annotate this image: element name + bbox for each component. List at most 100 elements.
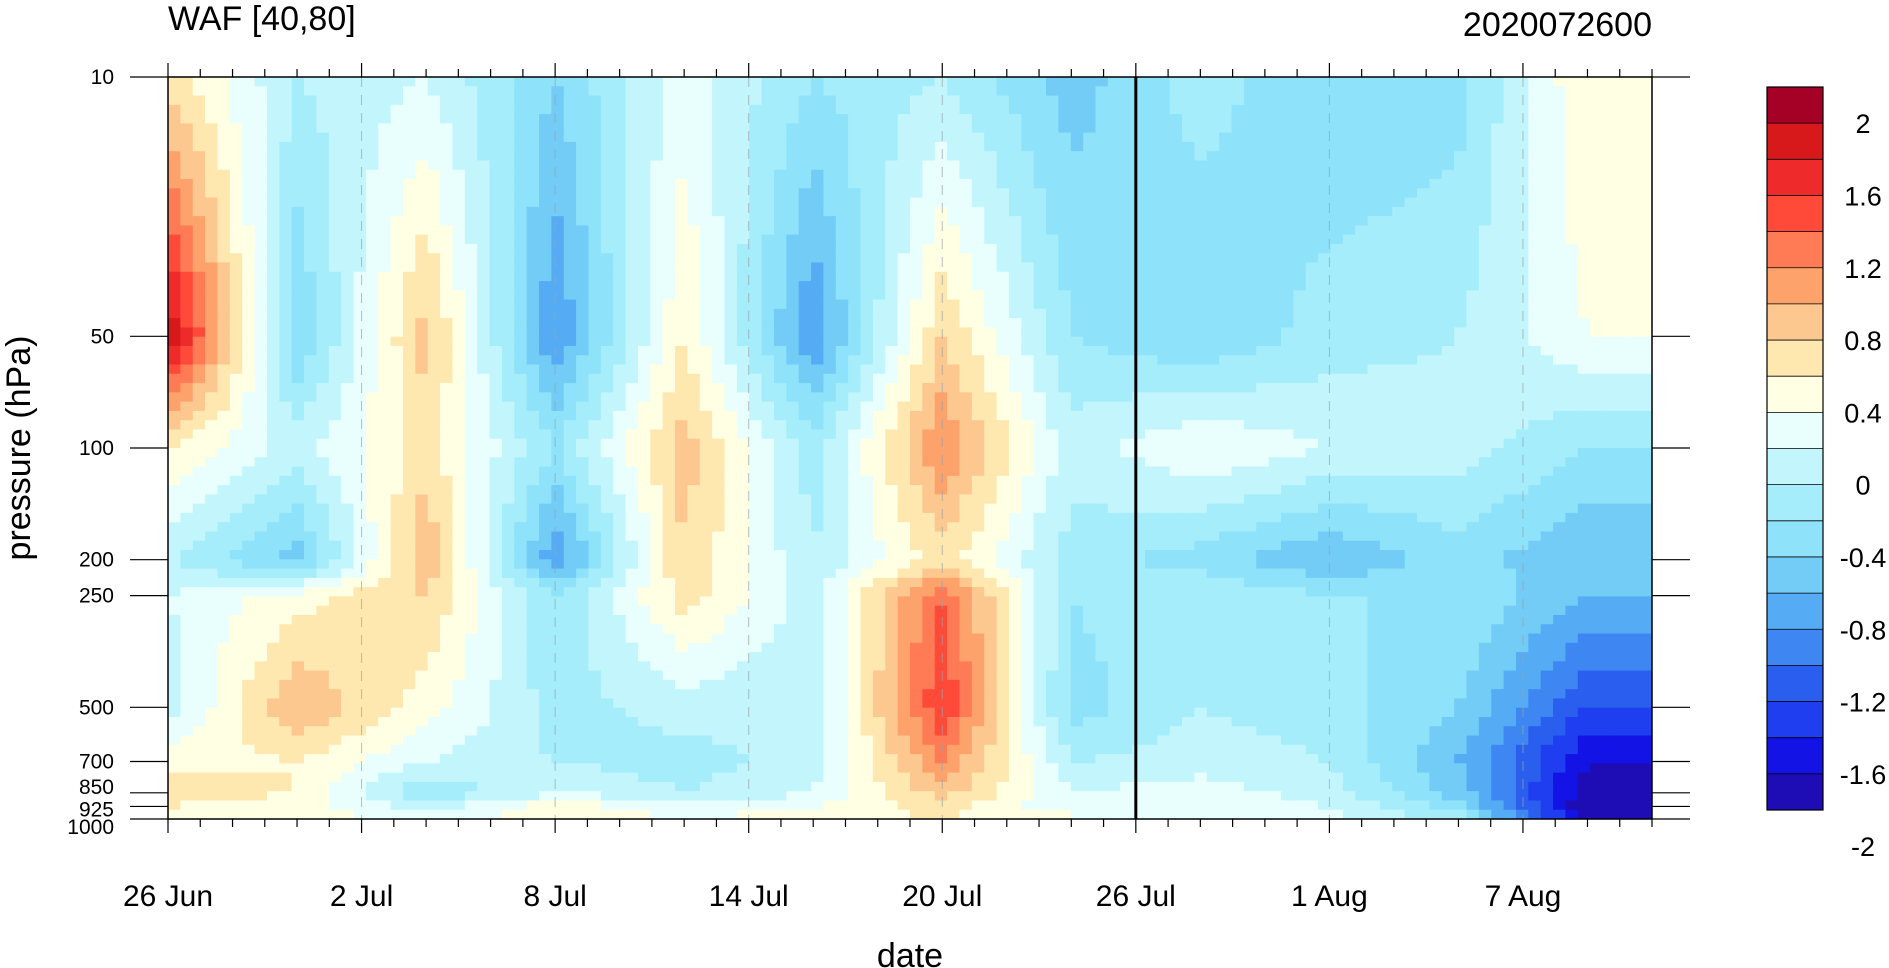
contour-cell: [959, 327, 973, 338]
contour-cell: [291, 448, 305, 458]
contour-cell: [1070, 271, 1084, 282]
contour-cell: [1441, 318, 1455, 329]
contour-cell: [588, 383, 602, 393]
contour-cell: [699, 383, 713, 393]
contour-cell: [1515, 429, 1529, 440]
contour-cell: [699, 160, 713, 171]
contour-cell: [1132, 271, 1146, 282]
contour-cell: [576, 457, 590, 468]
contour-cell: [464, 179, 478, 189]
contour-cell: [1491, 179, 1505, 189]
contour-cell: [749, 123, 763, 134]
contour-cell: [1281, 281, 1294, 291]
contour-cell: [551, 77, 565, 87]
contour-cell: [1627, 383, 1641, 393]
contour-cell: [835, 383, 849, 393]
contour-cell: [662, 151, 676, 162]
contour-cell: [551, 95, 565, 106]
contour-cell: [229, 95, 243, 106]
contour-cell: [662, 392, 676, 403]
contour-cell: [1515, 114, 1529, 124]
contour-cell: [1008, 271, 1022, 282]
contour-cell: [390, 243, 404, 254]
contour-cell: [699, 179, 713, 189]
contour-cell: [279, 308, 293, 319]
contour-cell: [1441, 383, 1455, 393]
contour-cell: [1639, 151, 1652, 162]
contour-cell: [1157, 95, 1171, 106]
contour-cell: [526, 429, 540, 440]
contour-cell: [1046, 457, 1059, 468]
contour-cell: [872, 132, 886, 143]
contour-cell: [1342, 169, 1356, 180]
contour-cell: [576, 420, 590, 431]
contour-cell: [217, 141, 231, 152]
contour-cell: [316, 392, 330, 403]
contour-cell: [1491, 401, 1505, 412]
contour-cell: [1157, 327, 1171, 338]
contour-cell: [1565, 104, 1579, 115]
contour-cell: [514, 327, 528, 338]
contour-cell: [823, 123, 837, 134]
contour-cell: [440, 448, 454, 458]
contour-cell: [984, 355, 998, 366]
contour-cell: [180, 234, 194, 245]
contour-cell: [984, 253, 998, 264]
contour-cell: [1132, 243, 1146, 254]
contour-cell: [885, 160, 899, 171]
contour-cell: [242, 160, 256, 171]
contour-cell: [600, 253, 614, 264]
contour-cell: [229, 86, 243, 97]
contour-cell: [1565, 290, 1579, 301]
contour-cell: [687, 401, 701, 412]
contour-cell: [675, 243, 688, 254]
contour-cell: [1602, 383, 1616, 393]
contour-cell: [1478, 336, 1492, 347]
contour-cell: [947, 169, 961, 180]
contour-cell: [675, 225, 688, 236]
contour-cell: [1565, 299, 1579, 310]
contour-cell: [1256, 225, 1270, 236]
contour-cell: [786, 86, 800, 97]
contour-cell: [823, 355, 837, 366]
contour-cell: [1008, 243, 1022, 254]
contour-cell: [1144, 355, 1158, 366]
contour-cell: [1614, 308, 1628, 319]
contour-cell: [1132, 410, 1146, 421]
contour-cell: [452, 336, 466, 347]
contour-cell: [1268, 308, 1282, 319]
contour-cell: [501, 86, 515, 97]
contour-cell: [934, 243, 948, 254]
contour-cell: [551, 290, 565, 301]
contour-cell: [860, 77, 874, 87]
contour-cell: [390, 197, 404, 208]
contour-cell: [427, 336, 441, 347]
contour-cell: [1243, 345, 1257, 356]
contour-cell: [1095, 234, 1109, 245]
contour-cell: [1540, 299, 1554, 310]
contour-cell: [1392, 262, 1406, 273]
contour-cell: [1417, 290, 1430, 301]
contour-cell: [1491, 373, 1505, 384]
contour-cell: [1429, 392, 1443, 403]
contour-cell: [539, 151, 552, 162]
contour-cell: [1540, 373, 1554, 384]
contour-cell: [959, 364, 973, 375]
contour-cell: [885, 123, 899, 134]
contour-cell: [588, 86, 602, 97]
contour-cell: [1033, 188, 1047, 199]
contour-cell: [501, 281, 515, 291]
contour-cell: [464, 420, 478, 431]
contour-cell: [1330, 188, 1344, 199]
contour-cell: [687, 86, 701, 97]
contour-cell: [712, 299, 726, 310]
contour-cell: [1182, 95, 1196, 106]
contour-cell: [736, 132, 750, 143]
contour-cell: [1565, 271, 1579, 282]
contour-cell: [1206, 299, 1220, 310]
contour-cell: [1268, 243, 1282, 254]
contour-cell: [1144, 160, 1158, 171]
contour-cell: [1256, 95, 1270, 106]
contour-cell: [279, 160, 293, 171]
contour-cell: [675, 410, 688, 421]
